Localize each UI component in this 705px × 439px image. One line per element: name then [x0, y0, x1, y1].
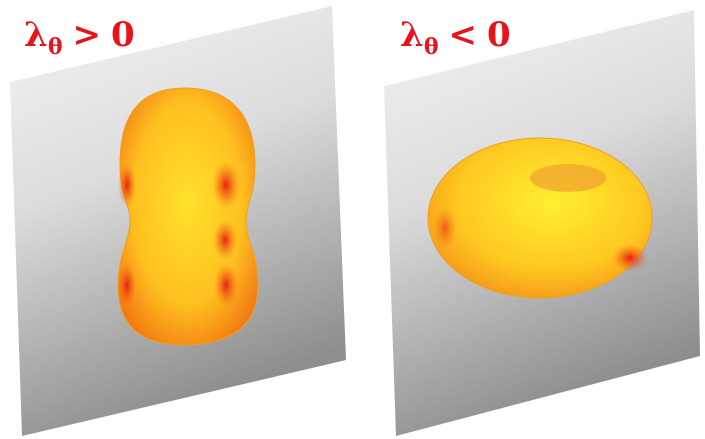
- shape: [428, 138, 652, 298]
- shape: [118, 88, 258, 345]
- subscript: θ: [424, 34, 439, 60]
- value: 0: [111, 15, 135, 55]
- hotspot: [213, 220, 237, 260]
- hotspot: [118, 263, 136, 307]
- relation: <: [449, 15, 478, 55]
- hotspot: [214, 263, 238, 307]
- symbol: λ: [24, 15, 48, 55]
- symbol: λ: [400, 15, 424, 55]
- panel-label: λθ <0: [400, 15, 511, 60]
- hotspot: [612, 244, 648, 272]
- subscript: θ: [48, 34, 63, 60]
- value: 0: [487, 15, 511, 55]
- relation: >: [73, 15, 102, 55]
- hotspot: [118, 163, 136, 207]
- figure: λθ>0 λθ<0: [0, 0, 705, 439]
- hotspot: [433, 206, 457, 250]
- hotspot: [212, 161, 240, 209]
- panel-label: λθ >0: [24, 15, 135, 60]
- hole: [530, 164, 606, 192]
